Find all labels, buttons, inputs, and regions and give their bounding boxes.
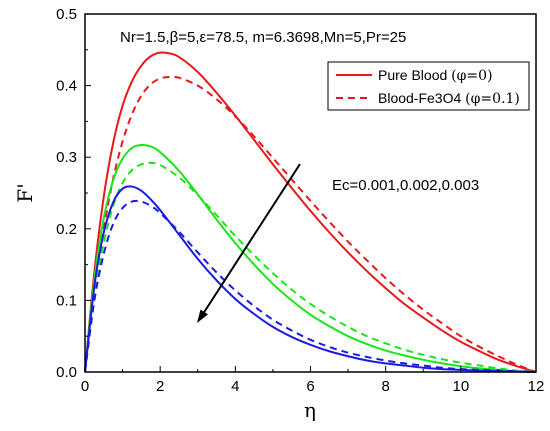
y-tick-label: 0.5 [56, 6, 77, 23]
series-line-Ec-0.003-solid [84, 185, 537, 373]
series-line-Ec-0.002-dashed [84, 161, 537, 373]
y-tick-label: 0.0 [56, 364, 77, 381]
x-tick-label: 8 [381, 378, 389, 395]
y-tick-label: 0.4 [56, 78, 77, 95]
series-group [84, 51, 537, 373]
y-tick-label: 0.2 [56, 221, 77, 238]
series-line-Ec-0.002-solid [84, 143, 537, 373]
x-tick-label: 12 [528, 378, 545, 395]
legend-label-blood-fe3o4: Blood-Fe3O4 (φ=0.1) [378, 90, 520, 107]
axis-ticks: 0 2 4 6 8 10 12 0.0 0.1 0.2 0.3 0.4 0.5 [56, 6, 544, 395]
legend-label-pure-blood: Pure Blood (φ=0) [378, 67, 493, 84]
x-tick-label: 6 [306, 378, 314, 395]
y-axis-label: F' [13, 183, 37, 202]
ec-arrow [197, 163, 301, 323]
series-line-Ec-0.001-solid [84, 51, 537, 373]
legend: Pure Blood (φ=0) Blood-Fe3O4 (φ=0.1) [327, 61, 530, 111]
legend-box [327, 61, 530, 111]
y-tick-label: 0.3 [56, 149, 77, 166]
x-tick-label: 0 [81, 378, 89, 395]
y-tick-label: 0.1 [56, 292, 77, 309]
series-line-Ec-0.001-dashed [84, 75, 537, 373]
x-tick-label: 10 [452, 378, 469, 395]
x-tick-label: 2 [156, 378, 164, 395]
ec-annotation: Ec=0.001,0.002,0.003 [332, 177, 479, 194]
x-tick-label: 4 [231, 378, 239, 395]
x-axis-label: η [304, 398, 316, 422]
parameter-annotation: Nr=1.5,β=5,ε=78.5, m=6.3698,Mn=5,Pr=25 [120, 29, 406, 46]
